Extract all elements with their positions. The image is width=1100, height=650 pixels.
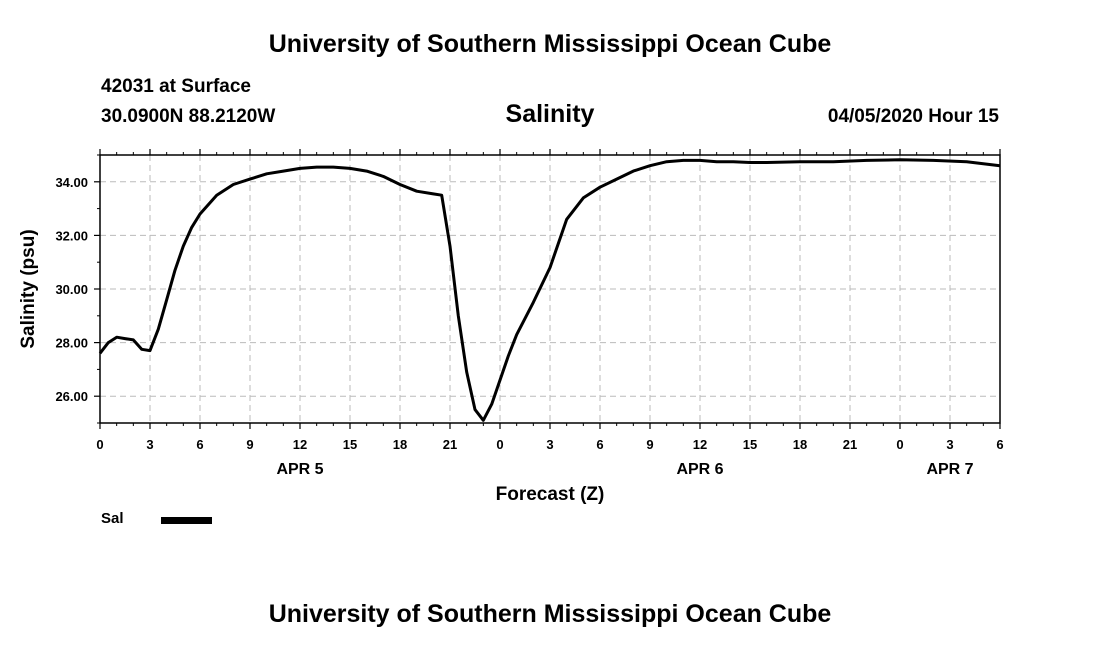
plot-frame — [99, 154, 1001, 424]
x-tick-label: 0 — [96, 437, 103, 452]
date-label: APR 6 — [676, 461, 723, 478]
x-tick-label: 0 — [496, 437, 503, 452]
top-title: University of Southern Mississippi Ocean… — [268, 30, 832, 58]
x-tick-label: 6 — [596, 437, 603, 452]
x-tick-label: 18 — [393, 437, 407, 452]
x-tick-label: 15 — [343, 437, 357, 452]
x-tick-label: 12 — [293, 437, 307, 452]
x-tick-label: 18 — [793, 437, 807, 452]
x-tick-label: 21 — [443, 437, 457, 452]
x-tick-label: 3 — [946, 437, 953, 452]
station-label: 42031 at Surface — [101, 76, 251, 97]
chart-grid — [100, 155, 1000, 423]
x-tick-label: 21 — [843, 437, 857, 452]
x-tick-label: 15 — [743, 437, 757, 452]
x-tick-label: 6 — [996, 437, 1003, 452]
bottom-title: University of Southern Mississippi Ocean… — [268, 600, 832, 628]
chart-title: Salinity — [505, 100, 595, 128]
y-axis-label: Salinity (psu) — [18, 229, 39, 348]
x-tick-label: 9 — [646, 437, 653, 452]
coordinates-label: 30.0900N 88.2120W — [101, 106, 276, 127]
y-tick-label: 26.00 — [55, 389, 88, 404]
x-tick-label: 12 — [693, 437, 707, 452]
y-tick-label: 28.00 — [55, 336, 88, 351]
y-tick-label: 34.00 — [55, 175, 88, 190]
x-tick-label: 9 — [246, 437, 253, 452]
legend-swatch — [161, 517, 212, 524]
chart-tick-labels: 0 3 6 9 12 15 18 21 0 3 6 9 12 15 18 21 0 3 6 26.00 28.00 30.… — [55, 175, 1003, 478]
x-tick-label: 0 — [896, 437, 903, 452]
series-line-sal — [98, 158, 1001, 422]
datetime-label: 04/05/2020 Hour 15 — [827, 106, 999, 127]
x-tick-label: 3 — [546, 437, 553, 452]
x-axis-label: Forecast (Z) — [496, 484, 605, 505]
y-tick-label: 32.00 — [55, 228, 88, 243]
x-tick-label: 3 — [146, 437, 153, 452]
legend-label: Sal — [101, 510, 124, 527]
x-tick-label: 6 — [196, 437, 203, 452]
y-tick-label: 30.00 — [55, 282, 88, 297]
date-label: APR 7 — [926, 461, 973, 478]
date-label: APR 5 — [276, 461, 323, 478]
